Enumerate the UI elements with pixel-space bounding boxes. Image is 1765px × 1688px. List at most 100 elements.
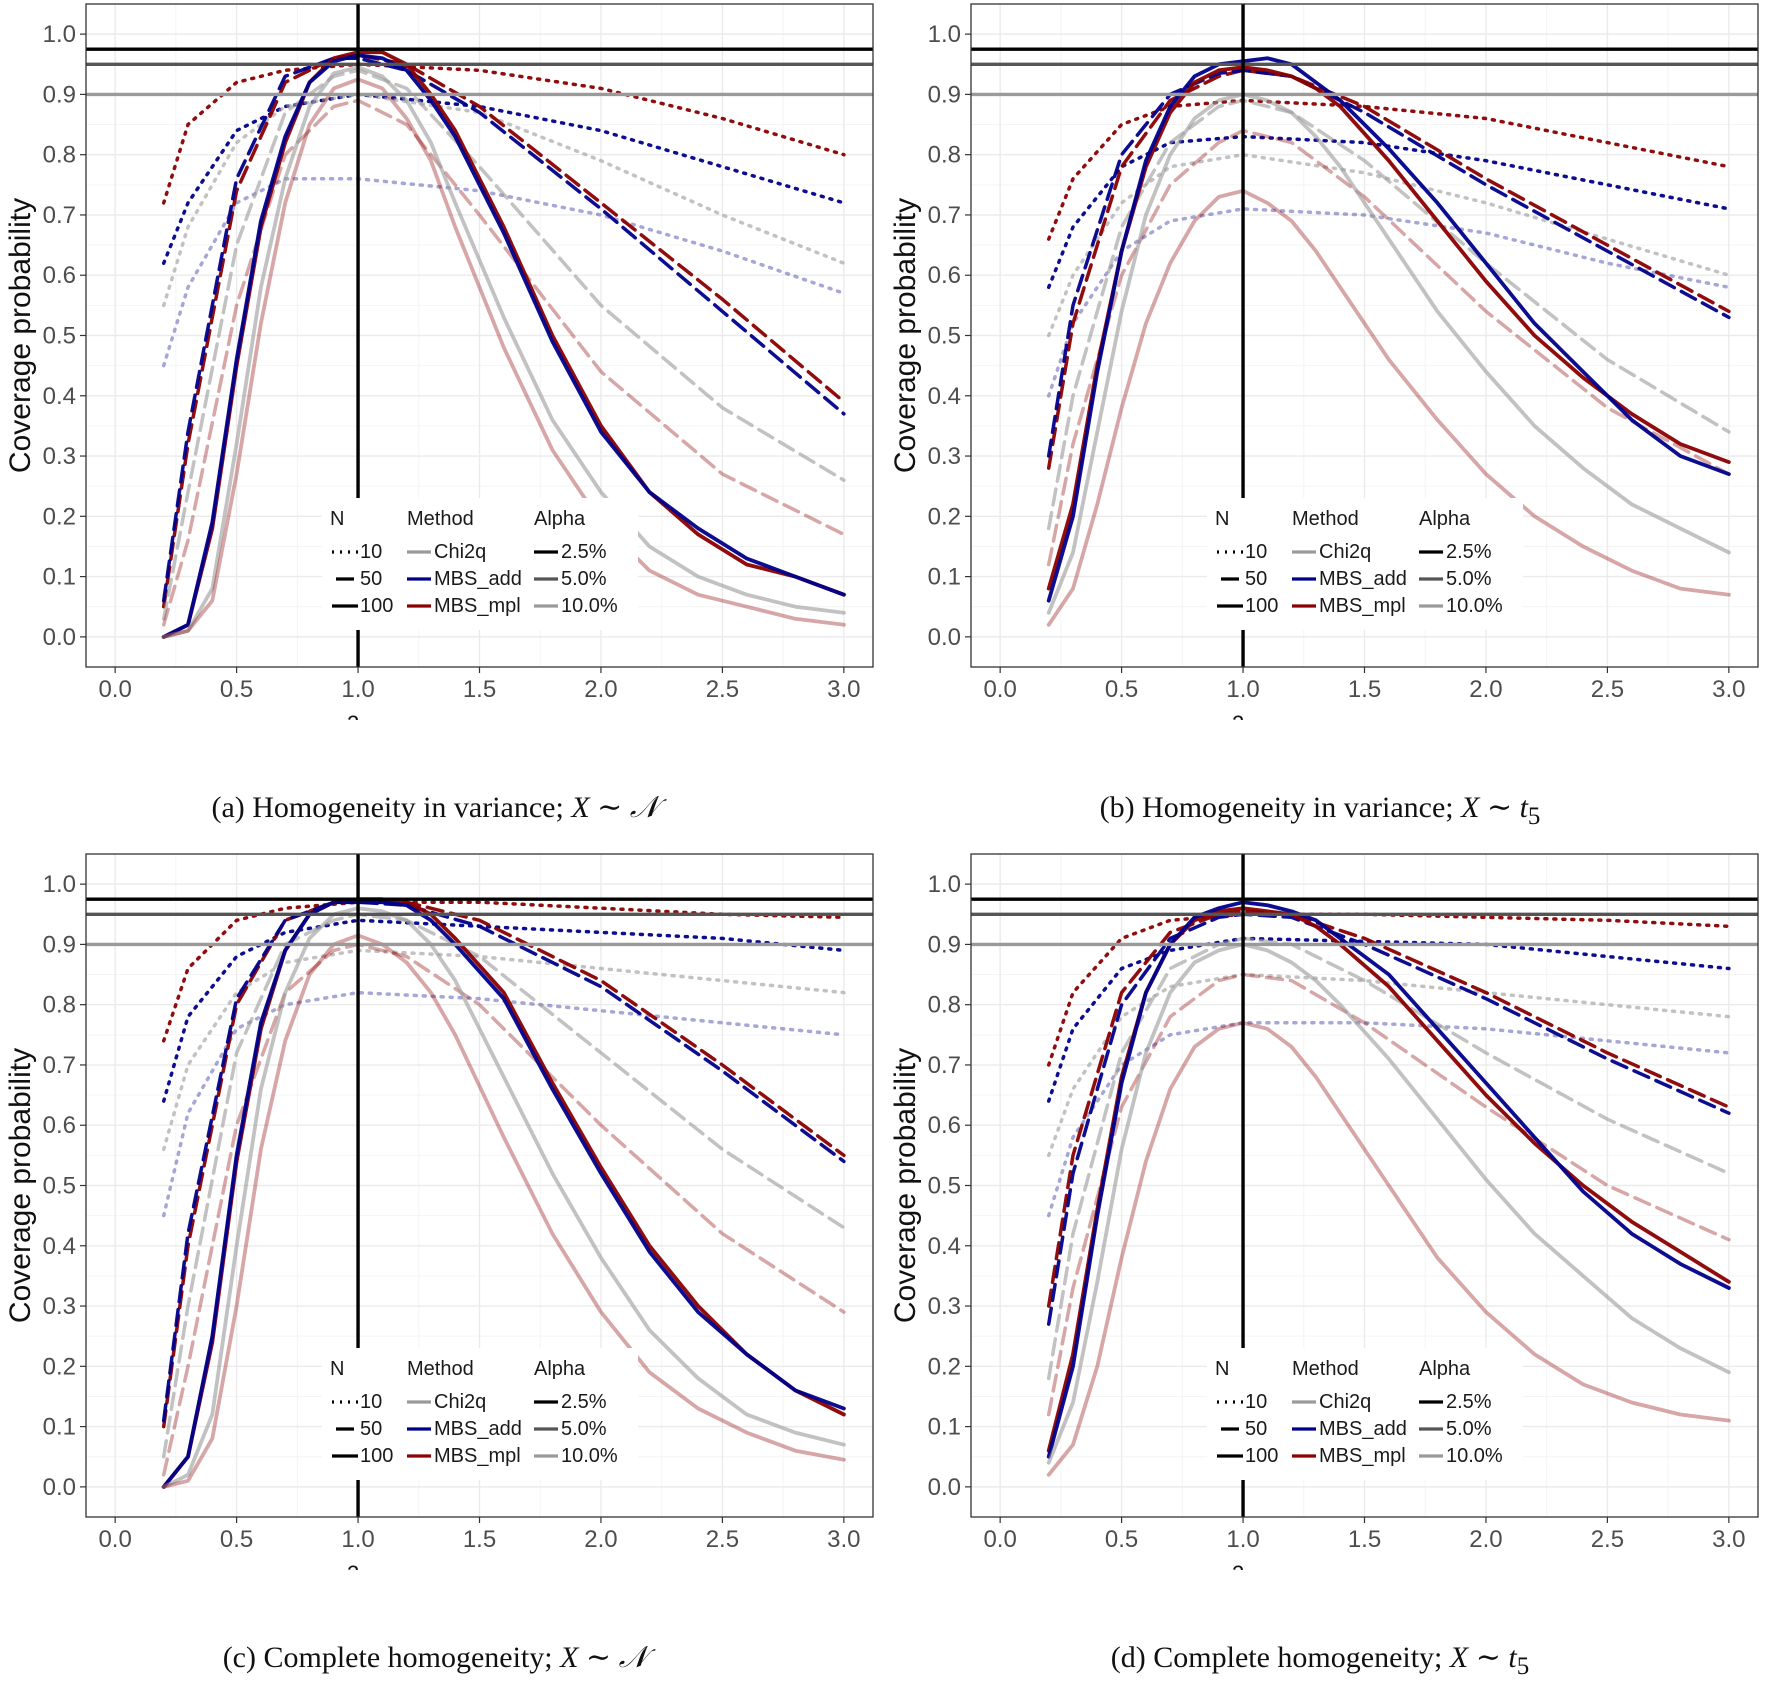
legend-title: N <box>1215 508 1229 530</box>
legend-label-method: MBS_add <box>434 568 522 590</box>
y-tick-label: 0.3 <box>43 443 76 470</box>
y-tick-label: 1.0 <box>928 21 961 48</box>
y-tick-label: 0.0 <box>43 624 76 651</box>
panel-border <box>970 853 1759 1518</box>
caption-b: (b) Homogeneity in variance; X ∼ t5 <box>1099 791 1541 830</box>
y-tick-label: 0.2 <box>928 503 961 530</box>
series-line-mbs_add-n100 <box>161 53 846 639</box>
y-tick-label: 0.7 <box>43 202 76 229</box>
x-tick-label: 0.0 <box>983 676 1016 703</box>
x-tick-label: 0.0 <box>98 1526 131 1553</box>
legend-background <box>1207 498 1523 630</box>
y-tick-label: 0.2 <box>43 1353 76 1380</box>
x-tick-label: 0.5 <box>1105 1526 1138 1553</box>
x-tick-label: 0.0 <box>983 1526 1016 1553</box>
series-line-mbs_mpl-n50 <box>1046 909 1731 1308</box>
x-tick-label: 2.0 <box>584 1526 617 1553</box>
x-tick-label: 2.0 <box>1469 1526 1502 1553</box>
x-axis-title: σ2Rτ <box>326 1561 367 1570</box>
series-line-mbs_add-n100 <box>161 900 846 1489</box>
y-tick-label: 0.8 <box>43 142 76 169</box>
y-tick-label: 0.1 <box>43 1414 76 1441</box>
x-tick-label: 3.0 <box>827 676 860 703</box>
legend-label-alpha: 10.0% <box>561 1445 618 1467</box>
legend-label-n: 50 <box>360 1418 382 1440</box>
legend-label-n: 10 <box>360 1391 382 1413</box>
legend-label-alpha: 5.0% <box>561 1418 607 1440</box>
y-tick-label: 0.6 <box>43 1112 76 1139</box>
x-tick-label: 3.0 <box>1712 676 1745 703</box>
x-tick-label: 2.0 <box>584 676 617 703</box>
legend-label-method: MBS_mpl <box>1319 1445 1406 1467</box>
y-tick-label: 0.3 <box>928 443 961 470</box>
y-tick-label: 0.8 <box>928 142 961 169</box>
x-tick-label: 2.5 <box>706 676 739 703</box>
y-tick-label: 0.5 <box>43 323 76 350</box>
chart-panel-a: 0.0 0.5 1.0 1.5 2.0 2.5 3.0 0.0 0.1 0.2 0.3 0.4 0.5 0… <box>4 3 874 720</box>
series-line-mbs_mpl-n100 <box>161 77 846 639</box>
caption-c: (c) Complete homogeneity; X ∼ 𝒩 <box>222 1641 648 1674</box>
legend-label-n: 50 <box>1245 1418 1267 1440</box>
y-tick-label: 0.7 <box>43 1052 76 1079</box>
y-tick-label: 0.9 <box>43 81 76 108</box>
legend-title: Alpha <box>534 508 586 530</box>
legend-label-n: 100 <box>1245 595 1278 617</box>
y-tick-label: 0.8 <box>43 992 76 1019</box>
y-tick-label: 0.7 <box>928 202 961 229</box>
chart-panel-d: 0.0 0.5 1.0 1.5 2.0 2.5 3.0 0.0 0.1 0.2 0.3 0.4 0.5 0… <box>889 853 1759 1570</box>
y-tick-label: 1.0 <box>43 21 76 48</box>
x-tick-label: 1.5 <box>1348 676 1381 703</box>
legend-label-n: 50 <box>360 568 382 590</box>
x-tick-label: 0.0 <box>98 676 131 703</box>
series-line-mbs_mpl-n100 <box>1046 1020 1731 1477</box>
chart-panel-c: 0.0 0.5 1.0 1.5 2.0 2.5 3.0 0.0 0.1 0.2 0.3 0.4 0.5 0… <box>4 853 874 1570</box>
y-tick-label: 0.0 <box>928 624 961 651</box>
y-tick-label: 0.6 <box>928 1112 961 1139</box>
legend-title: Alpha <box>1419 1358 1471 1380</box>
legend-label-alpha: 2.5% <box>561 1391 607 1413</box>
x-tick-label: 1.5 <box>463 676 496 703</box>
x-tick-label: 1.5 <box>1348 1526 1381 1553</box>
legend-title: Alpha <box>1419 508 1471 530</box>
y-tick-label: 0.4 <box>43 383 76 410</box>
series-line-chi2q-n100 <box>1046 942 1731 1465</box>
series-line-chi2q-n100 <box>161 65 846 639</box>
y-tick-label: 0.6 <box>43 262 76 289</box>
legend-label-method: MBS_mpl <box>434 1445 521 1467</box>
legend-title: N <box>1215 1358 1229 1380</box>
x-tick-label: 3.0 <box>827 1526 860 1553</box>
x-axis-title: σ2Rτ <box>1211 711 1252 720</box>
y-tick-label: 1.0 <box>43 871 76 898</box>
x-tick-label: 0.5 <box>220 1526 253 1553</box>
legend-label-alpha: 5.0% <box>1446 1418 1492 1440</box>
legend-label-method: MBS_add <box>1319 568 1407 590</box>
y-tick-label: 0.5 <box>43 1173 76 1200</box>
legend-title: Method <box>1292 1358 1359 1380</box>
panel-border <box>85 3 874 668</box>
x-tick-label: 3.0 <box>1712 1526 1745 1553</box>
legend-background <box>322 1348 638 1480</box>
legend-label-n: 10 <box>1245 1391 1267 1413</box>
legend-label-method: Chi2q <box>1319 541 1371 563</box>
legend-label-alpha: 5.0% <box>561 568 607 590</box>
legend-title: Method <box>407 508 474 530</box>
legend-label-alpha: 2.5% <box>1446 541 1492 563</box>
legend-label-method: Chi2q <box>1319 1391 1371 1413</box>
y-axis-title: Coverage probability <box>889 1048 922 1323</box>
legend-label-n: 100 <box>360 1445 393 1467</box>
legend-label-n: 100 <box>1245 1445 1278 1467</box>
legend-label-alpha: 10.0% <box>561 595 618 617</box>
legend-label-alpha: 2.5% <box>1446 1391 1492 1413</box>
legend-label-n: 50 <box>1245 568 1267 590</box>
y-tick-label: 0.0 <box>43 1474 76 1501</box>
y-tick-label: 1.0 <box>928 871 961 898</box>
y-tick-label: 0.6 <box>928 262 961 289</box>
y-tick-label: 0.8 <box>928 992 961 1019</box>
series-line-mbs_mpl-n50 <box>161 53 846 609</box>
legend-label-alpha: 10.0% <box>1446 595 1503 617</box>
y-tick-label: 0.1 <box>43 564 76 591</box>
x-axis-title: σ2Rτ <box>1211 1561 1252 1570</box>
legend-label-method: MBS_add <box>1319 1418 1407 1440</box>
y-tick-label: 0.7 <box>928 1052 961 1079</box>
x-tick-label: 2.5 <box>1591 676 1624 703</box>
